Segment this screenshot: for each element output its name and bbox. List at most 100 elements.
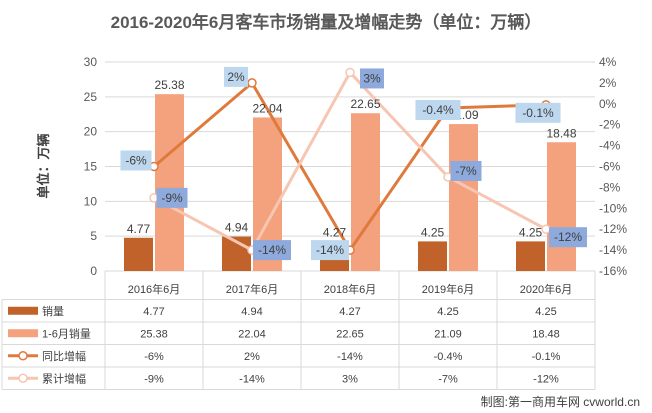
percent-label-box	[224, 66, 248, 87]
percent-label-box	[360, 68, 384, 89]
table-cell: -0.4%	[434, 351, 463, 363]
percent-label-box	[549, 227, 587, 248]
percent-label: -0.4%	[422, 103, 454, 117]
y2-tick-label: -14%	[599, 243, 627, 257]
data-label: 4.27	[323, 225, 347, 239]
table-category: 2017年6月	[226, 282, 279, 296]
credit-text: 制图:第一商用车网 cvworld.cn	[481, 394, 640, 409]
y2-tick-label: -4%	[599, 139, 621, 153]
percent-label: 3%	[363, 71, 381, 85]
legend-key	[8, 329, 38, 338]
line-series	[149, 67, 551, 255]
table-cell: 21.09	[434, 328, 462, 340]
data-label: 18.48	[546, 126, 576, 140]
bar-cumulative-sales	[449, 124, 478, 271]
bar-sales	[516, 241, 545, 271]
percent-label: -14%	[258, 243, 286, 257]
percent-label: -12%	[554, 230, 582, 244]
legend-series-name: 累计增幅	[42, 371, 86, 385]
percent-label-box	[156, 187, 188, 208]
legend-series-name: 1-6月销量	[42, 326, 91, 340]
bar-series	[124, 94, 576, 271]
data-label: 22.65	[350, 97, 380, 111]
legend-key	[8, 306, 38, 315]
table-cell: -14%	[239, 373, 265, 385]
y2-tick-label: 4%	[599, 55, 617, 69]
y2-tick-label: -8%	[599, 180, 621, 194]
y-axis-title: 单位：万辆	[36, 133, 51, 198]
y-tick-label: 25	[84, 90, 98, 104]
bar-sales	[124, 237, 153, 271]
percent-label-box	[311, 240, 349, 261]
legend-series-name: 销量	[42, 304, 64, 318]
y2-tick-label: 2%	[599, 76, 617, 90]
table-category: 2018年6月	[324, 282, 377, 296]
legend-key-marker	[18, 351, 28, 361]
marker-yoy-growth	[247, 78, 257, 88]
percent-label-box	[120, 150, 152, 171]
y2-tick-label: -12%	[599, 222, 627, 236]
data-label: 22.04	[252, 101, 282, 115]
y-tick-label: 10	[84, 194, 98, 208]
percent-label-box	[450, 160, 482, 181]
data-labels: 4.7725.384.9422.044.2722.654.2521.094.25…	[120, 66, 587, 261]
y-tick-label: 15	[84, 160, 98, 174]
table-cell: 4.25	[535, 306, 556, 318]
table-cell: -7%	[438, 373, 458, 385]
bar-cumulative-sales	[547, 142, 576, 271]
legend-series-name: 同比增幅	[42, 349, 86, 363]
marker-cumulative-growth	[541, 224, 551, 234]
bar-cumulative-sales	[155, 94, 184, 271]
bar-cumulative-sales	[351, 113, 380, 271]
y2-tick-label: -6%	[599, 160, 621, 174]
y-axis-right: 4% 2% 0% -2% -4% -6% -8% -10% -12% -14% -16%	[599, 55, 627, 278]
table-cell: 4.77	[143, 306, 164, 318]
percent-label: -9%	[161, 191, 183, 205]
table-category: 2020年6月	[520, 282, 573, 296]
table-category: 2019年6月	[422, 282, 475, 296]
percent-label: -14%	[316, 243, 344, 257]
table-cell: 4.25	[437, 306, 458, 318]
y-tick-label: 30	[84, 55, 98, 69]
percent-label-box	[253, 240, 291, 261]
data-label: 4.77	[127, 222, 151, 236]
table-category: 2016年6月	[128, 282, 181, 296]
y-tick-label: 5	[90, 229, 97, 243]
y2-tick-label: -10%	[599, 201, 627, 215]
y-axis-left: 0 5 10 15 20 25 30	[84, 55, 98, 278]
table-cell: 2%	[244, 351, 260, 363]
table-cell: 4.94	[241, 306, 262, 318]
y2-tick-label: -2%	[599, 118, 621, 132]
y2-tick-label: -16%	[599, 264, 627, 278]
marker-cumulative-growth	[345, 67, 355, 78]
legend-key-marker	[18, 373, 28, 383]
y2-tick-label: 0%	[599, 97, 617, 111]
table-cell: 3%	[342, 373, 358, 385]
table-cell: 18.48	[532, 328, 560, 340]
y-tick-label: 20	[84, 125, 98, 139]
table-cell: -0.1%	[532, 351, 561, 363]
table-cell: -14%	[337, 351, 363, 363]
data-label: 4.25	[519, 225, 543, 239]
table-cell: -6%	[144, 351, 164, 363]
data-label: 4.94	[225, 221, 249, 235]
y-tick-label: 0	[90, 264, 97, 278]
table-cell: -12%	[533, 373, 559, 385]
percent-label-box	[515, 102, 561, 123]
data-label: 4.25	[421, 225, 445, 239]
chart-title: 2016-2020年6月客车市场销量及增幅走势（单位：万辆）	[111, 12, 542, 32]
table-cell: 25.38	[140, 328, 168, 340]
percent-label: -7%	[455, 164, 477, 178]
percent-label: -0.1%	[522, 106, 554, 120]
percent-label-box	[415, 99, 461, 120]
percent-label: 2%	[227, 70, 245, 84]
percent-label: -6%	[125, 154, 147, 168]
table-cell: 22.65	[336, 328, 364, 340]
table-cell: 4.27	[339, 306, 360, 318]
data-label: 25.38	[154, 78, 184, 92]
table-cell: -9%	[144, 373, 164, 385]
bar-sales	[418, 241, 447, 271]
